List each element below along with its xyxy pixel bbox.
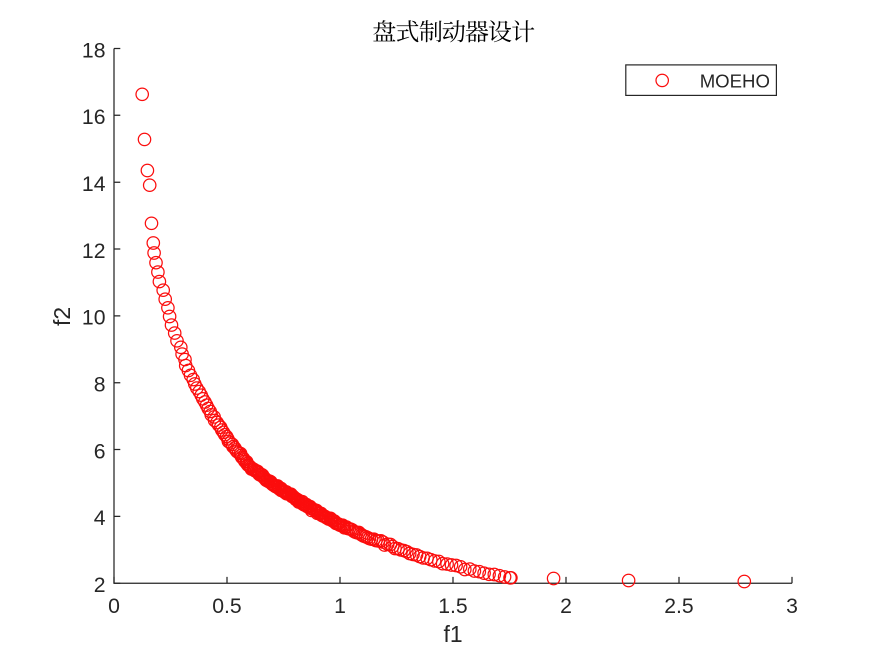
svg-text:16: 16 — [82, 106, 106, 129]
svg-text:2.5: 2.5 — [664, 595, 693, 618]
svg-text:f1: f1 — [443, 621, 462, 647]
svg-text:1.5: 1.5 — [438, 595, 467, 618]
svg-text:18: 18 — [82, 39, 106, 62]
svg-text:1: 1 — [334, 595, 346, 618]
svg-text:12: 12 — [82, 240, 106, 263]
svg-text:f2: f2 — [49, 307, 75, 326]
svg-text:3: 3 — [786, 595, 798, 618]
svg-text:8: 8 — [94, 374, 106, 397]
svg-text:14: 14 — [82, 173, 106, 196]
svg-text:10: 10 — [82, 307, 106, 330]
svg-text:MOEHO: MOEHO — [700, 70, 770, 91]
svg-text:2: 2 — [94, 574, 106, 597]
svg-text:4: 4 — [94, 507, 106, 530]
svg-text:6: 6 — [94, 440, 106, 463]
svg-text:0.5: 0.5 — [212, 595, 241, 618]
svg-text:2: 2 — [560, 595, 572, 618]
svg-text:0: 0 — [108, 595, 120, 618]
